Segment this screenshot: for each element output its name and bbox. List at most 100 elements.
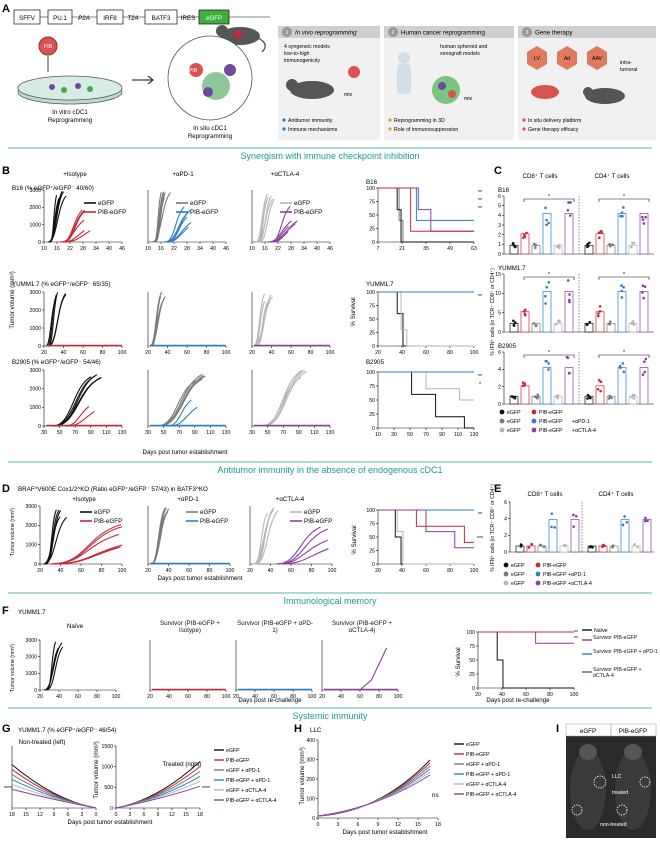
x-tick-label: 80 (204, 350, 210, 356)
x-tick-label: 40 (399, 568, 405, 574)
b-xlabel: Days post tumor establishment (143, 449, 228, 456)
data-point (534, 246, 537, 250)
data-point (547, 221, 550, 225)
y-tick-label: 25 (369, 226, 375, 232)
f-title-ctla4: Survivor (PIB-eGFP + αCTLA-4) (332, 620, 392, 634)
significance-mark: * (479, 382, 481, 388)
aav-icon (587, 46, 607, 70)
e-legend: eGFP PIB-eGFP eGFP PIB-eGFP +αPD-1 eGFP … (503, 562, 592, 587)
x-tick-label: 18 (435, 822, 441, 828)
bar (595, 233, 605, 255)
data-point (620, 211, 624, 215)
data-point (632, 322, 635, 325)
x-tick-label: 20 (319, 694, 325, 700)
i-label-pib: PIB-eGFP (619, 728, 647, 735)
data-point (642, 222, 646, 225)
y-tick-label: 3 (498, 223, 501, 229)
data-point (544, 302, 547, 305)
y-tick-label: 2 (504, 533, 507, 539)
x-tick-label: 80 (309, 568, 315, 574)
data-point (621, 362, 625, 365)
x-tick-label: 60 (423, 350, 429, 356)
d-legend-3: eGFP PIB-eGFP (290, 509, 332, 525)
d-col-title-pd1: +αPD-1 (177, 496, 199, 503)
ad-icon (557, 46, 577, 70)
panel-g: G YUMM1.7 (% eGFP⁺/eGFP⁻ 46/54) Non-trea… (2, 723, 201, 826)
panel-b: B +Isotype +αPD-1 +αCTLA-4 B16 (% eGFP⁺/… (2, 165, 394, 456)
h-ylabel: Tumor volume (mm³) (299, 747, 306, 805)
box2-line1: human spheroid and (440, 44, 487, 50)
data-point (536, 396, 540, 399)
data-point (523, 382, 527, 385)
y-tick-label: 25 (369, 412, 375, 418)
x-tick-label: 30 (145, 430, 151, 436)
data-point (607, 397, 611, 400)
y-tick-label: 1 (498, 242, 501, 248)
construct-pu1: PU.1 (53, 15, 67, 22)
h-ns: ns (432, 792, 439, 799)
b-row-label-yumm: YUMM1.7 (% eGFP⁺/eGFP⁻ 65/35) (12, 281, 110, 288)
data-point (568, 214, 572, 217)
x-tick-label: 12 (395, 822, 401, 828)
y-tick-label: 1000 (25, 671, 37, 677)
y-tick-label: 400 (306, 738, 315, 744)
x-tick-label: 110 (206, 430, 214, 436)
svg-text:PIB-eGFP: PIB-eGFP (190, 209, 218, 216)
x-tick-label: 18 (9, 812, 15, 818)
bar (639, 367, 649, 405)
data-point (572, 513, 575, 517)
data-point (620, 296, 624, 299)
y-tick-label: 200 (306, 777, 315, 783)
c-row-yumm: YUMM1.7 (498, 265, 526, 272)
survival-curve (378, 187, 474, 221)
y-tick-label: 50 (369, 213, 375, 219)
y-tick-label: 50 (369, 535, 375, 541)
g-legend-entry: PIB-eGFP + αCTLA-4 (226, 798, 276, 804)
tumor-growth-curve (259, 198, 276, 243)
y-tick-label: 50 (369, 317, 375, 323)
g-right-label: Treated (right) (163, 761, 202, 768)
g-legend-entry: eGFP + αPD-1 (226, 768, 260, 774)
data-point (597, 236, 601, 240)
bar (559, 545, 569, 553)
x-tick-label: 100 (118, 568, 127, 574)
data-point (641, 373, 645, 376)
panel-h: H LLC Tumor volume (mm³) Days post tumor… (294, 723, 439, 836)
data-point (618, 364, 622, 368)
y-tick-label: 100 (366, 186, 375, 192)
x-tick-label: 15 (183, 812, 189, 818)
x-tick-label: 12 (169, 812, 175, 818)
y-tick-label: 3000 (25, 638, 37, 644)
box1-bullet2: Immune mechanisms (288, 127, 338, 133)
x-tick-label: 80 (204, 694, 210, 700)
x-tick-label: 20 (247, 568, 253, 574)
x-tick-label: 21 (399, 246, 405, 252)
data-point (568, 293, 571, 296)
x-tick-label: 50 (407, 432, 413, 438)
x-tick-label: 130 (470, 432, 479, 438)
f-title-naive: Naïve (67, 623, 84, 630)
tumor-growth-curve (48, 191, 65, 243)
svg-text:PIB-eGFP: PIB-eGFP (539, 419, 563, 425)
x-tick-label: 34 (93, 246, 99, 252)
box1-line1: 4 syngeneic models (284, 44, 330, 50)
box1-bullet1: Antitumor immunity (288, 118, 333, 124)
e-header-cd4: CD4⁺ T cells (598, 491, 633, 498)
c-legend: eGFP PIB-eGFP eGFP PIB-eGFP +αPD-1 eGFP … (499, 409, 596, 434)
mean-growth-curve-left (11, 779, 97, 809)
survival-curve (478, 631, 574, 689)
x-tick-label: 30 (391, 432, 397, 438)
y-tick-label: 1000 (29, 222, 41, 228)
y-tick-label: 4 (498, 213, 501, 219)
c-row-b2905: B2905 (498, 343, 516, 350)
mean-growth-curve (317, 759, 431, 817)
data-point (513, 395, 517, 399)
data-point (510, 395, 514, 398)
y-tick-label: 1000 (29, 326, 41, 332)
data-point (620, 284, 623, 287)
data-point (545, 223, 548, 227)
y-tick-label: 3000 (29, 290, 41, 296)
tumor-growth-curve (62, 209, 83, 243)
y-tick-label: 0 (34, 562, 37, 568)
e-ylabel: % IFN⁺ cells (in TCR⁺ CD8⁺ or CD4⁺) (490, 484, 496, 572)
